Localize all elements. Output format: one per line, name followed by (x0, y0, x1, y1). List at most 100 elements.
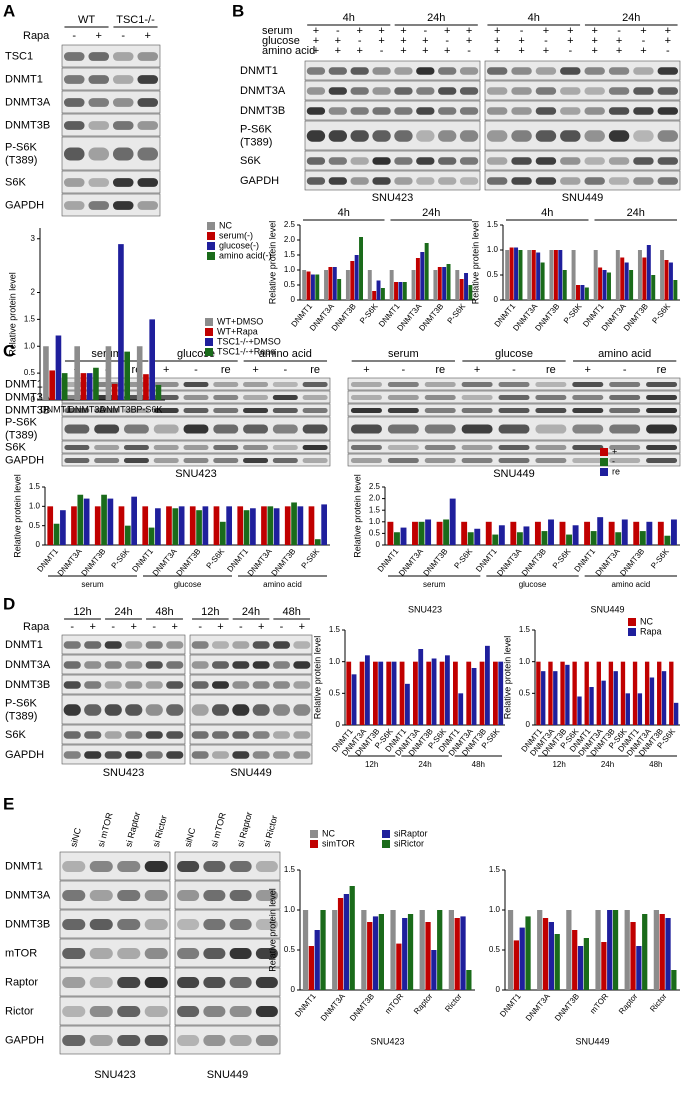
row-label: mTOR (5, 947, 37, 959)
row-label: S6K (5, 441, 26, 453)
condition-mark: + (422, 35, 428, 47)
blot-band (243, 408, 269, 413)
bar (660, 250, 665, 300)
bar (196, 510, 202, 545)
y-tick-label: 1.0 (487, 245, 499, 254)
blot-strip (61, 654, 186, 675)
bar (361, 910, 367, 990)
condition-mark: + (90, 621, 96, 633)
bar (394, 532, 400, 545)
condition-mark: + (356, 25, 362, 37)
bar (485, 521, 492, 545)
blot-band (104, 751, 122, 759)
bar (350, 261, 355, 300)
blot-band (123, 395, 149, 400)
blot-band (84, 704, 102, 716)
condition-mark: + (616, 45, 622, 57)
bar (534, 521, 541, 545)
legend-label: simTOR (322, 838, 355, 848)
blot-band (243, 382, 269, 387)
blot-band (387, 395, 419, 400)
bar (418, 521, 425, 545)
condition-mark: + (313, 25, 319, 37)
blot-band (272, 395, 298, 400)
bar (649, 677, 655, 725)
blot-band (350, 458, 382, 463)
column-group-label: 24h (622, 12, 640, 24)
blot-band (350, 382, 382, 387)
condition-mark: - (283, 364, 287, 376)
legend-swatch (628, 618, 636, 626)
y-axis-label: Relative protein level (267, 221, 277, 305)
legend-swatch (205, 328, 213, 336)
y-tick-label: 2.5 (369, 482, 381, 491)
bar (577, 696, 582, 725)
blot-band (293, 731, 311, 739)
bar (461, 521, 468, 545)
bar (449, 498, 456, 545)
legend-label: WT+DMSO (217, 316, 263, 326)
bar (55, 335, 62, 400)
legend-label: TSC1-/-+DMSO (217, 336, 281, 346)
y-tick-label: 0.5 (329, 688, 341, 697)
blot-band (306, 157, 326, 165)
blot-band (387, 408, 419, 413)
blot-band (609, 408, 641, 413)
blot-band (63, 201, 85, 210)
bar (390, 910, 396, 990)
legend-label: siRaptor (394, 828, 428, 838)
blot-band (137, 121, 159, 130)
bar (53, 523, 60, 545)
bar (562, 270, 567, 300)
bar (523, 526, 530, 545)
bar (554, 934, 560, 990)
condition-mark: - (336, 25, 340, 37)
blot-band (461, 424, 493, 434)
bar (346, 661, 352, 725)
blot-band (350, 67, 369, 75)
y-tick-label: 3 (31, 234, 36, 243)
legend-swatch (207, 242, 215, 250)
blot-band (213, 382, 239, 387)
y-axis-label: Relative protein level (312, 636, 322, 720)
blot-band (657, 157, 679, 165)
blot-band (350, 395, 382, 400)
blot-band (211, 661, 230, 669)
blot-band (394, 67, 413, 75)
bar (380, 288, 385, 300)
bar (446, 264, 451, 300)
blot-strip (484, 60, 681, 81)
blot-band (572, 445, 604, 450)
blot-band (203, 1034, 226, 1047)
blot-band (112, 147, 134, 161)
blot-caption: SNU423 (103, 767, 145, 779)
bar (337, 279, 342, 300)
blot-band (272, 681, 291, 689)
bar (607, 910, 613, 990)
blot-band (328, 87, 347, 95)
bar (642, 257, 647, 300)
blot-band (372, 177, 391, 185)
blot-band (657, 67, 679, 75)
bar (315, 274, 320, 300)
blot-band (64, 458, 90, 463)
bar (284, 506, 291, 545)
blot-band (609, 445, 641, 450)
y-tick-label: 0 (36, 540, 41, 549)
bar (548, 519, 554, 545)
bar (673, 702, 679, 725)
blot-band (424, 395, 456, 400)
blot-band (609, 424, 641, 434)
condition-mark: + (665, 25, 671, 37)
blot-strip (61, 90, 161, 114)
blot-band (104, 681, 122, 689)
row-label: Rictor (5, 1005, 34, 1017)
y-tick-label: 0.5 (487, 270, 499, 279)
condition-mark: + (378, 25, 384, 37)
condition-mark: + (356, 45, 362, 57)
bar (513, 940, 519, 990)
blot-band (84, 731, 102, 739)
bar (411, 270, 416, 300)
blot-band (306, 87, 326, 95)
bar (466, 661, 472, 725)
